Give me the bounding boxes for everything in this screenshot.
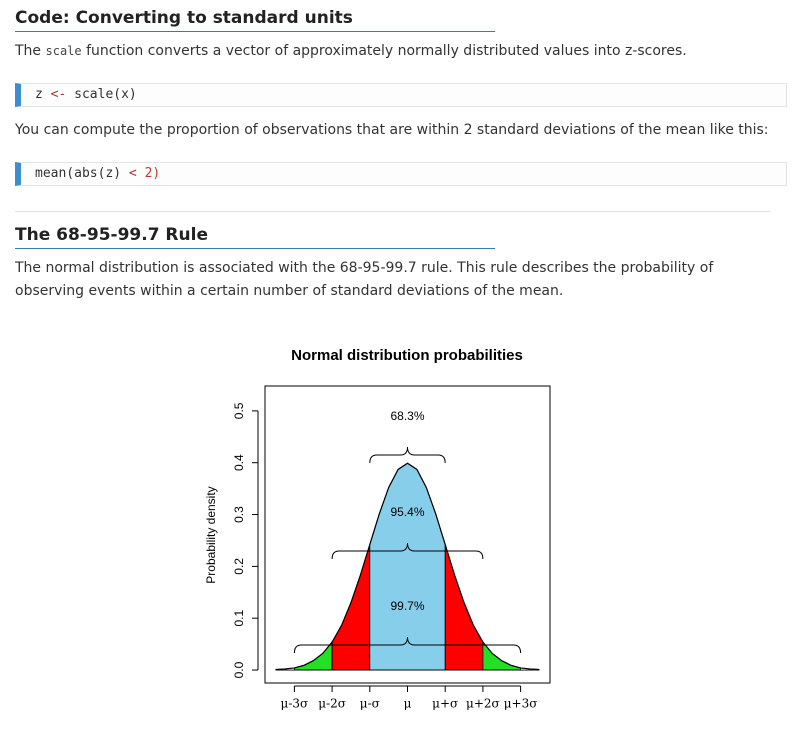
x-tick-label: μ-3σ xyxy=(281,697,309,711)
y-tick-label: 0.3 xyxy=(232,506,246,523)
x-tick-label: μ+2σ xyxy=(466,697,500,711)
x-tick-label: μ-σ xyxy=(360,697,380,711)
x-tick-label: μ xyxy=(404,697,412,711)
y-tick-label: 0.5 xyxy=(232,402,246,419)
inline-code: scale xyxy=(45,44,82,58)
interval-label: 95.4% xyxy=(390,505,424,519)
y-tick-label: 0.0 xyxy=(232,661,246,678)
heading: Code: Converting to standard units xyxy=(15,8,353,28)
interval-brace xyxy=(369,446,446,464)
paragraph: The scale function converts a vector of … xyxy=(15,40,775,63)
plot-frame xyxy=(264,385,551,684)
interval-label: 68.3% xyxy=(390,409,424,423)
x-tick-label: μ+3σ xyxy=(504,697,538,711)
code-token: <- xyxy=(50,87,67,102)
interval-label: 99.7% xyxy=(390,599,424,613)
code-token: < xyxy=(128,166,137,181)
y-tick-label: 0.2 xyxy=(232,558,246,575)
x-tick-label: μ-2σ xyxy=(318,697,346,711)
density-curve xyxy=(275,462,540,671)
code-block: z <- scale(x) xyxy=(15,83,787,107)
heading-underline xyxy=(15,248,495,249)
code-token: mean(abs(z) xyxy=(35,166,122,181)
code-token: z xyxy=(35,87,43,102)
x-tick-label: μ+σ xyxy=(432,697,458,711)
chart-title: Normal distribution probabilities xyxy=(291,347,523,364)
interval-brace xyxy=(293,636,522,654)
paragraph: The normal distribution is associated wi… xyxy=(15,260,714,299)
interval-brace xyxy=(331,542,484,560)
text: The xyxy=(15,43,46,59)
code-token: 2) xyxy=(144,166,161,181)
divider xyxy=(15,211,770,212)
y-tick-label: 0.4 xyxy=(232,454,246,471)
paragraph: You can compute the proportion of observ… xyxy=(15,122,769,138)
code-block: mean(abs(z) < 2) xyxy=(15,162,787,186)
code-token: scale(x) xyxy=(74,87,137,102)
y-axis-label: Probability density xyxy=(204,486,218,583)
y-tick-label: 0.1 xyxy=(232,610,246,627)
heading-underline xyxy=(15,31,495,32)
text: function converts a vector of approximat… xyxy=(81,43,687,59)
heading: The 68-95-99.7 Rule xyxy=(15,225,208,245)
